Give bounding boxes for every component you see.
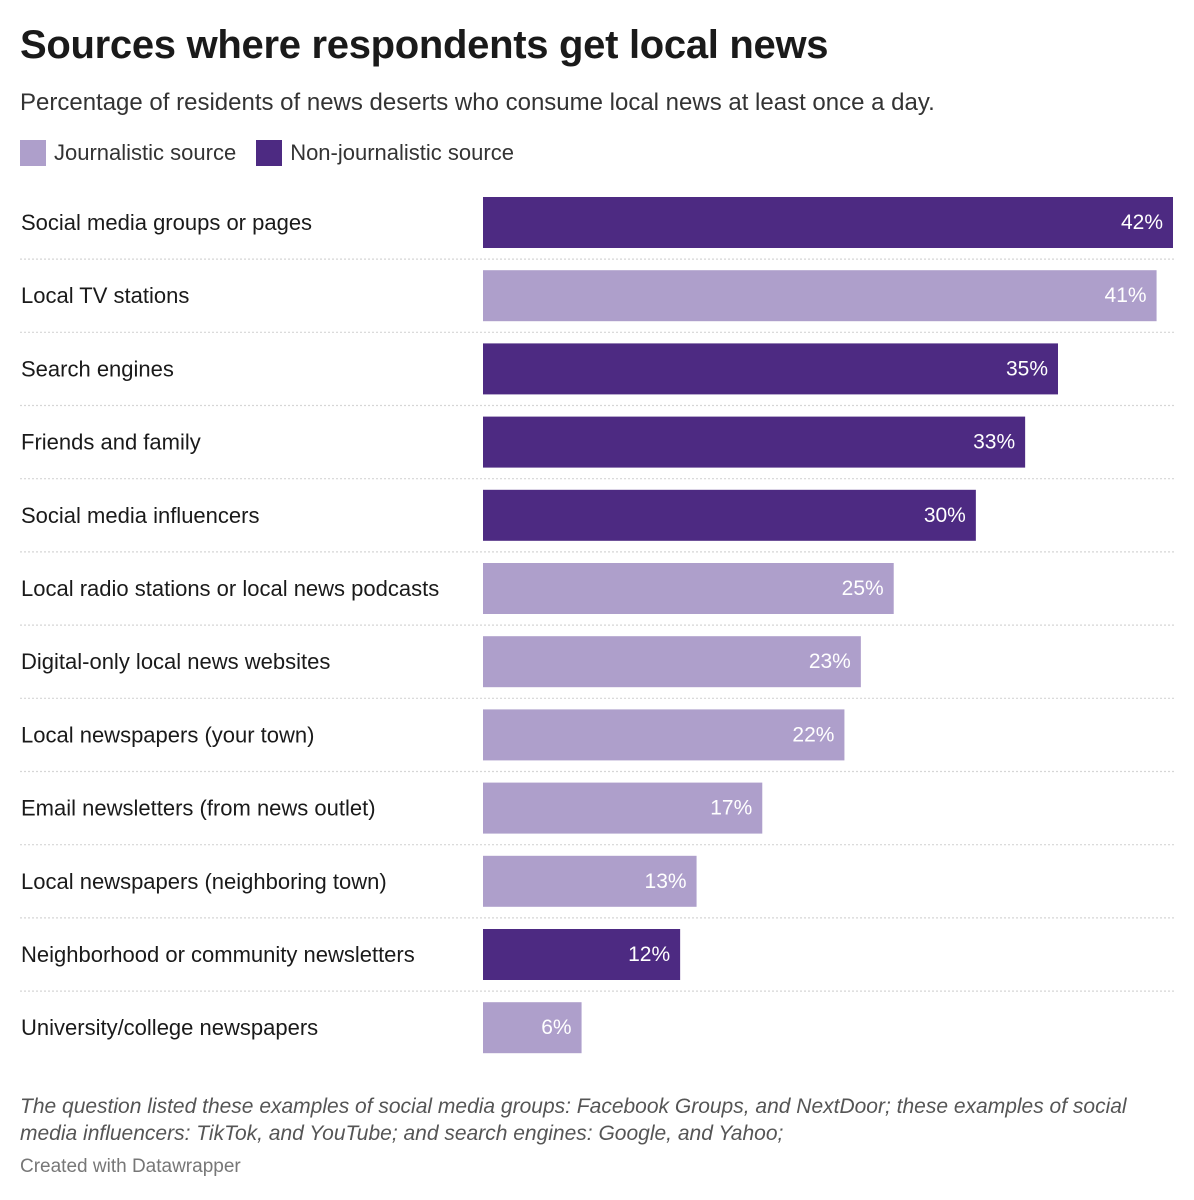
bar	[483, 709, 845, 761]
value-label: 30%	[924, 504, 966, 527]
legend-item-non-journalistic: Non-journalistic source	[256, 140, 514, 166]
bar-chart: Social media groups or pages 42% Local TV …	[20, 197, 1174, 1054]
value-label: 6%	[541, 1016, 571, 1039]
bar	[483, 929, 681, 980]
bar	[483, 563, 894, 614]
category-label: Local TV stations	[21, 283, 189, 308]
category-label: Digital-only local news websites	[21, 649, 330, 674]
chart-subtitle: Percentage of residents of news deserts …	[20, 89, 935, 116]
category-label: Friends and family	[21, 430, 201, 455]
legend-swatch-non-journalistic	[256, 140, 283, 166]
chart-title: Sources where respondents get local news	[20, 23, 829, 67]
value-label: 35%	[1006, 357, 1048, 380]
legend-item-journalistic: Journalistic source	[20, 140, 236, 166]
value-label: 25%	[842, 577, 884, 600]
legend-label-journalistic: Journalistic source	[54, 140, 237, 165]
value-label: 17%	[710, 797, 752, 820]
value-label: 13%	[645, 870, 687, 893]
category-label: Social media groups or pages	[21, 210, 312, 235]
value-label: 22%	[792, 723, 834, 746]
category-label: University/college newspapers	[21, 1015, 318, 1040]
bar	[483, 270, 1157, 322]
bar	[483, 416, 1026, 468]
category-label: Social media influencers	[21, 503, 259, 528]
chart-notes: The question listed these examples of so…	[20, 1095, 1127, 1145]
category-label: Search engines	[21, 356, 174, 381]
bar	[483, 855, 697, 907]
bar	[483, 782, 763, 834]
legend: Journalistic source Non-journalistic sou…	[20, 140, 534, 166]
legend-label-non-journalistic: Non-journalistic source	[290, 140, 514, 165]
value-label: 42%	[1121, 211, 1163, 234]
bar	[483, 489, 976, 541]
category-label: Local newspapers (neighboring town)	[21, 869, 387, 894]
bar	[483, 1002, 582, 1054]
bar	[483, 197, 1173, 248]
category-label: Local newspapers (your town)	[21, 722, 314, 747]
bar	[483, 636, 861, 688]
value-label: 33%	[973, 431, 1015, 454]
value-label: 41%	[1105, 284, 1147, 307]
chart-credit: Created with Datawrapper	[20, 1156, 241, 1177]
value-label: 12%	[628, 943, 670, 966]
value-label: 23%	[809, 650, 851, 673]
legend-swatch-journalistic	[20, 140, 46, 166]
bar	[483, 343, 1058, 395]
category-label: Neighborhood or community newsletters	[21, 942, 415, 967]
category-label: Email newsletters (from news outlet)	[21, 796, 376, 821]
category-label: Local radio stations or local news podca…	[21, 576, 439, 601]
